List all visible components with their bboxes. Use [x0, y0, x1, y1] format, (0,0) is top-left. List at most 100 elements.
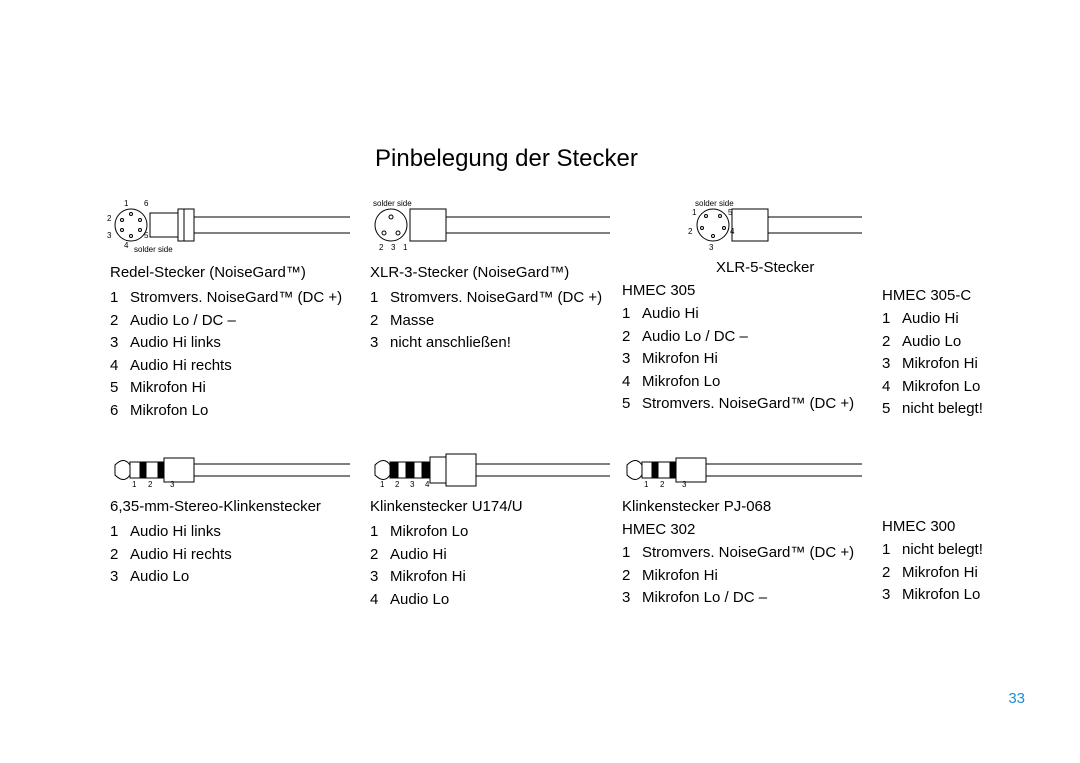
solder-label: solder side — [373, 199, 412, 208]
block-u174: 1 2 3 4 Klinkenstecker U174/U 1Mikrofon … — [370, 450, 622, 611]
hmec300-sub: HMEC 300 — [882, 518, 1037, 535]
list-item: 3Audio Hi links — [110, 332, 370, 355]
list-item: 5Stromvers. NoiseGard™ (DC +) — [622, 393, 882, 416]
list-item: 3Mikrofon Lo / DC – — [622, 587, 882, 610]
pin-2: 2 — [660, 480, 664, 489]
pin-1: 1 — [403, 243, 407, 252]
pin-2: 2 — [107, 214, 111, 223]
solder-label: solder side — [134, 245, 173, 254]
pin-3: 3 — [170, 480, 174, 489]
list-item: 1Stromvers. NoiseGard™ (DC +) — [370, 287, 622, 310]
pin-3: 3 — [410, 480, 414, 489]
list-item: 1Audio Hi links — [110, 521, 370, 544]
pin-2: 2 — [379, 243, 383, 252]
xlr5-diagram-wrap: solder side 1 2 3 4 5 XLR-5-Stecker — [692, 203, 882, 276]
diagram-trs635: 1 2 3 — [110, 450, 370, 492]
pin-2: 2 — [395, 480, 399, 489]
list-item: 4Audio Hi rechts — [110, 355, 370, 378]
list-item: 4Mikrofon Lo — [622, 371, 882, 394]
block-hmec300: HMEC 300 1nicht belegt! 2Mikrofon Hi 3Mi… — [882, 450, 1037, 611]
pin-4: 4 — [425, 480, 429, 489]
diagram-redel: 1 2 3 4 5 6 solder side — [110, 203, 370, 258]
u174-connector-icon — [370, 450, 610, 490]
pin-3: 3 — [391, 243, 395, 252]
list-item: 1Audio Hi — [622, 303, 882, 326]
list-item: 3nicht anschließen! — [370, 332, 622, 355]
xlr3-list: 1Stromvers. NoiseGard™ (DC +) 2Masse 3ni… — [370, 287, 622, 355]
pin-3: 3 — [107, 231, 111, 240]
pj068-connector-icon — [622, 450, 862, 490]
list-item: 2Audio Hi — [370, 544, 622, 567]
list-item: 2Audio Hi rechts — [110, 544, 370, 567]
redel-label: Redel-Stecker (NoiseGard™) — [110, 264, 370, 281]
block-redel: 1 2 3 4 5 6 solder side Redel-Stecker (N… — [110, 203, 370, 422]
hmec305c-sub: HMEC 305-C — [882, 287, 1037, 304]
list-item: 3Mikrofon Hi — [622, 348, 882, 371]
block-xlr3: solder side 2 3 1 XLR-3-Stecker (NoiseGa… — [370, 203, 622, 422]
pin-1: 1 — [124, 199, 128, 208]
hmec305-list: 1Audio Hi 2Audio Lo / DC – 3Mikrofon Hi … — [622, 303, 882, 416]
list-item: 1Mikrofon Lo — [370, 521, 622, 544]
pin-2: 2 — [148, 480, 152, 489]
list-item: 1Stromvers. NoiseGard™ (DC +) — [110, 287, 370, 310]
trs635-label: 6,35-mm-Stereo-Klinkenstecker — [110, 498, 370, 515]
solder-label: solder side — [695, 199, 734, 208]
list-item: 2Mikrofon Hi — [882, 562, 1037, 585]
pin-1: 1 — [380, 480, 384, 489]
u174-label: Klinkenstecker U174/U — [370, 498, 622, 515]
pin-4: 4 — [730, 227, 734, 236]
hmec302-list: 1Stromvers. NoiseGard™ (DC +) 2Mikrofon … — [622, 542, 882, 610]
block-hmec305c: HMEC 305-C 1Audio Hi 2Audio Lo 3Mikrofon… — [882, 203, 1037, 422]
content-grid: 1 2 3 4 5 6 solder side Redel-Stecker (N… — [110, 203, 1020, 611]
list-item: 3Mikrofon Hi — [370, 566, 622, 589]
xlr5-label: XLR-5-Stecker — [716, 259, 882, 276]
pin-5: 5 — [728, 208, 732, 217]
page: Pinbelegung der Stecker — [0, 0, 1080, 763]
pin-1: 1 — [692, 208, 696, 217]
list-item: 5Mikrofon Hi — [110, 377, 370, 400]
pin-1: 1 — [644, 480, 648, 489]
hmec302-sub: HMEC 302 — [622, 521, 882, 538]
pin-6: 6 — [144, 199, 148, 208]
pin-5: 5 — [144, 231, 148, 240]
hmec305-sub: HMEC 305 — [622, 282, 882, 299]
list-item: 2Audio Lo / DC – — [110, 310, 370, 333]
diagram-u174: 1 2 3 4 — [370, 450, 622, 492]
pin-4: 4 — [124, 241, 128, 250]
block-xlr5-hmec305: solder side 1 2 3 4 5 XLR-5-Stecker HMEC… — [622, 203, 882, 422]
list-item: 3Audio Lo — [110, 566, 370, 589]
list-item: 2Masse — [370, 310, 622, 333]
diagram-pj068: 1 2 3 — [622, 450, 882, 492]
list-item: 1Stromvers. NoiseGard™ (DC +) — [622, 542, 882, 565]
pin-2: 2 — [688, 227, 692, 236]
list-item: 3Mikrofon Hi — [882, 353, 1037, 376]
block-trs635: 1 2 3 6,35-mm-Stereo-Klinkenstecker 1Aud… — [110, 450, 370, 611]
page-number: 33 — [1008, 690, 1025, 707]
pin-3: 3 — [709, 243, 713, 252]
list-item: 1nicht belegt! — [882, 539, 1037, 562]
redel-list: 1Stromvers. NoiseGard™ (DC +) 2Audio Lo … — [110, 287, 370, 422]
trs635-list: 1Audio Hi links 2Audio Hi rechts 3Audio … — [110, 521, 370, 589]
list-item: 4Mikrofon Lo — [882, 376, 1037, 399]
diagram-xlr3: solder side 2 3 1 — [370, 203, 622, 258]
xlr3-label: XLR-3-Stecker (NoiseGard™) — [370, 264, 622, 281]
pj068-label: Klinkenstecker PJ-068 — [622, 498, 882, 515]
diagram-xlr5: solder side 1 2 3 4 5 — [692, 203, 882, 253]
list-item: 1Audio Hi — [882, 308, 1037, 331]
block-pj068-hmec302: 1 2 3 Klinkenstecker PJ-068 HMEC 302 1St… — [622, 450, 882, 611]
list-item: 2Audio Lo — [882, 331, 1037, 354]
trs-connector-icon — [110, 450, 350, 490]
pin-1: 1 — [132, 480, 136, 489]
hmec300-list: 1nicht belegt! 2Mikrofon Hi 3Mikrofon Lo — [882, 539, 1037, 607]
u174-list: 1Mikrofon Lo 2Audio Hi 3Mikrofon Hi 4Aud… — [370, 521, 622, 611]
pin-3: 3 — [682, 480, 686, 489]
list-item: 2Mikrofon Hi — [622, 565, 882, 588]
list-item: 2Audio Lo / DC – — [622, 326, 882, 349]
xlr5-connector-icon — [692, 203, 862, 253]
list-item: 5nicht belegt! — [882, 398, 1037, 421]
list-item: 3Mikrofon Lo — [882, 584, 1037, 607]
list-item: 4Audio Lo — [370, 589, 622, 612]
hmec305c-list: 1Audio Hi 2Audio Lo 3Mikrofon Hi 4Mikrof… — [882, 308, 1037, 421]
list-item: 6Mikrofon Lo — [110, 400, 370, 423]
page-title: Pinbelegung der Stecker — [375, 145, 1020, 173]
